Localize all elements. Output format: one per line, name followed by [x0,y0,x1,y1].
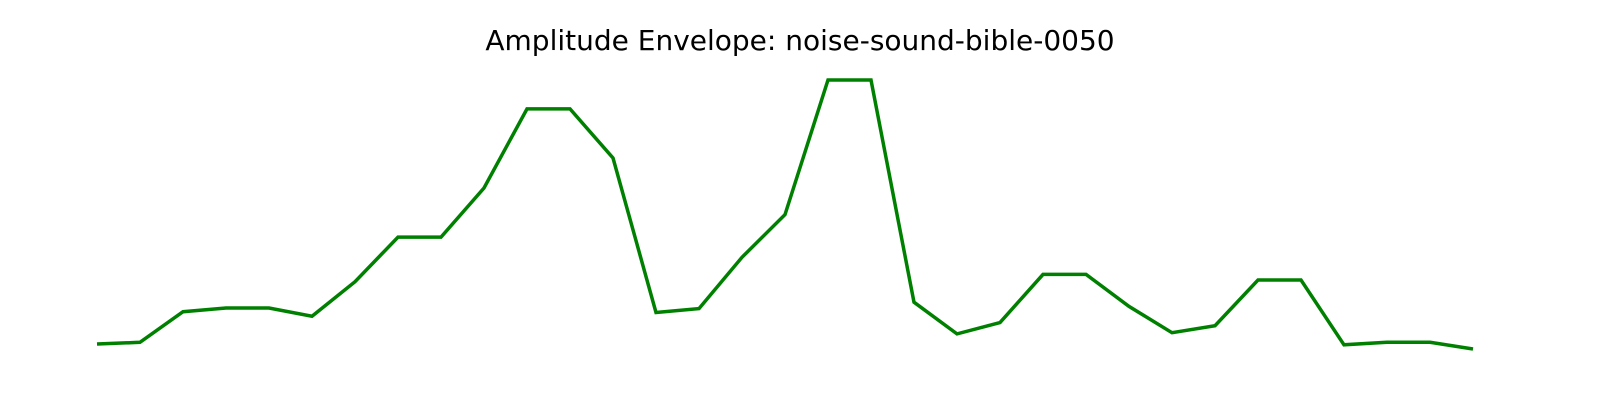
series-layer [96,78,1474,351]
chart-title: Amplitude Envelope: noise-sound-bible-00… [485,24,1115,57]
envelope-line [96,78,1474,351]
